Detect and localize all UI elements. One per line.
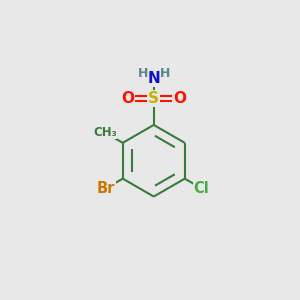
- Text: S: S: [148, 91, 159, 106]
- Text: O: O: [173, 91, 186, 106]
- Text: N: N: [147, 71, 160, 86]
- Text: CH₃: CH₃: [93, 126, 117, 139]
- Text: Cl: Cl: [194, 181, 209, 196]
- Text: Br: Br: [97, 181, 115, 196]
- Text: H: H: [137, 67, 148, 80]
- Text: O: O: [122, 91, 134, 106]
- Text: H: H: [160, 67, 170, 80]
